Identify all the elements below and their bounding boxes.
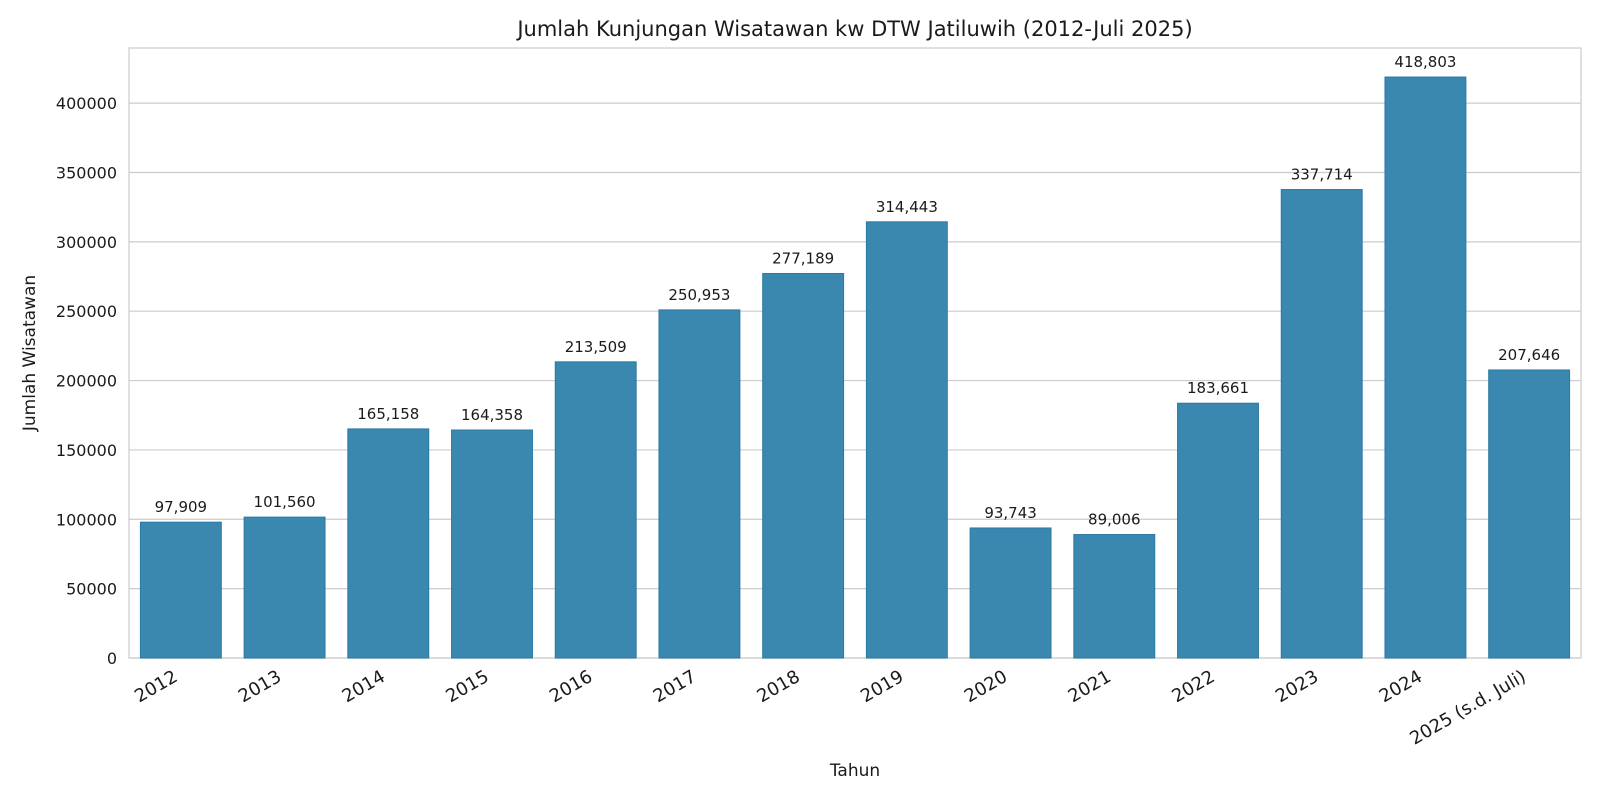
data-label: 165,158 xyxy=(357,405,419,423)
y-tick-label: 250000 xyxy=(56,302,117,321)
data-label: 183,661 xyxy=(1187,379,1249,397)
x-tick-label: 2021 xyxy=(1065,666,1115,707)
y-tick-label: 200000 xyxy=(56,372,117,391)
data-label: 213,509 xyxy=(565,338,627,356)
x-tick-label: 2018 xyxy=(753,666,803,707)
y-axis-ticks: 0 50000 100000 150000 200000 250000 300000 3500… xyxy=(56,94,117,668)
grid-lines xyxy=(129,102,1581,659)
x-tick-label: 2019 xyxy=(857,666,907,707)
bar xyxy=(243,516,326,659)
bar xyxy=(451,429,533,659)
bar xyxy=(347,428,430,659)
bar xyxy=(865,221,948,659)
data-label: 277,189 xyxy=(772,249,834,267)
y-tick-label: 400000 xyxy=(56,94,117,113)
data-label: 314,443 xyxy=(876,198,938,216)
x-tick-label: 2016 xyxy=(546,666,596,707)
y-tick-label: 350000 xyxy=(56,163,117,182)
x-axis-ticks: 2012 2013 2014 2015 2016 2017 2018 2019 2020 2021… xyxy=(131,666,1529,749)
x-tick-label: 2012 xyxy=(131,666,181,707)
data-label: 89,006 xyxy=(1088,511,1141,529)
x-tick-label: 2015 xyxy=(442,666,492,707)
data-label: 337,714 xyxy=(1291,166,1353,184)
data-label: 207,646 xyxy=(1498,346,1560,364)
bar xyxy=(969,527,1052,659)
x-tick-label: 2022 xyxy=(1168,666,1218,707)
plot-frame xyxy=(128,47,1582,659)
data-labels: 97,909 101,560 165,158 164,358 213,509 250,95… xyxy=(155,53,1561,528)
bar xyxy=(1280,189,1363,659)
data-label: 164,358 xyxy=(461,406,523,424)
y-tick-label: 50000 xyxy=(66,580,117,599)
bar xyxy=(554,361,637,659)
x-tick-label: 2024 xyxy=(1376,666,1426,707)
chart-title: Jumlah Kunjungan Wisatawan kw DTW Jatilu… xyxy=(515,17,1192,41)
y-tick-label: 0 xyxy=(107,649,117,668)
x-tick-label: 2017 xyxy=(650,666,700,707)
data-label: 101,560 xyxy=(254,493,316,511)
y-tick-label: 150000 xyxy=(56,441,117,460)
x-tick-label: 2025 (s.d. Juli) xyxy=(1406,666,1529,749)
data-label: 93,743 xyxy=(984,504,1037,522)
bars xyxy=(139,76,1571,659)
bar xyxy=(1384,76,1467,659)
x-axis-label: Tahun xyxy=(829,761,880,781)
bar xyxy=(1073,534,1156,659)
bar xyxy=(139,521,222,659)
x-tick-label: 2014 xyxy=(339,666,389,707)
data-label: 418,803 xyxy=(1394,53,1456,71)
bar xyxy=(762,272,845,659)
y-axis-label: Jumlah Wisatawan xyxy=(20,275,40,432)
x-tick-label: 2013 xyxy=(235,666,285,707)
y-tick-label: 300000 xyxy=(56,233,117,252)
x-tick-label: 2020 xyxy=(961,666,1011,707)
x-tick-label: 2023 xyxy=(1272,666,1322,707)
y-tick-label: 100000 xyxy=(56,510,117,529)
bar xyxy=(658,309,741,659)
data-label: 250,953 xyxy=(668,286,730,304)
data-label: 97,909 xyxy=(155,498,208,516)
bar xyxy=(1488,369,1571,659)
bar xyxy=(1177,402,1259,659)
